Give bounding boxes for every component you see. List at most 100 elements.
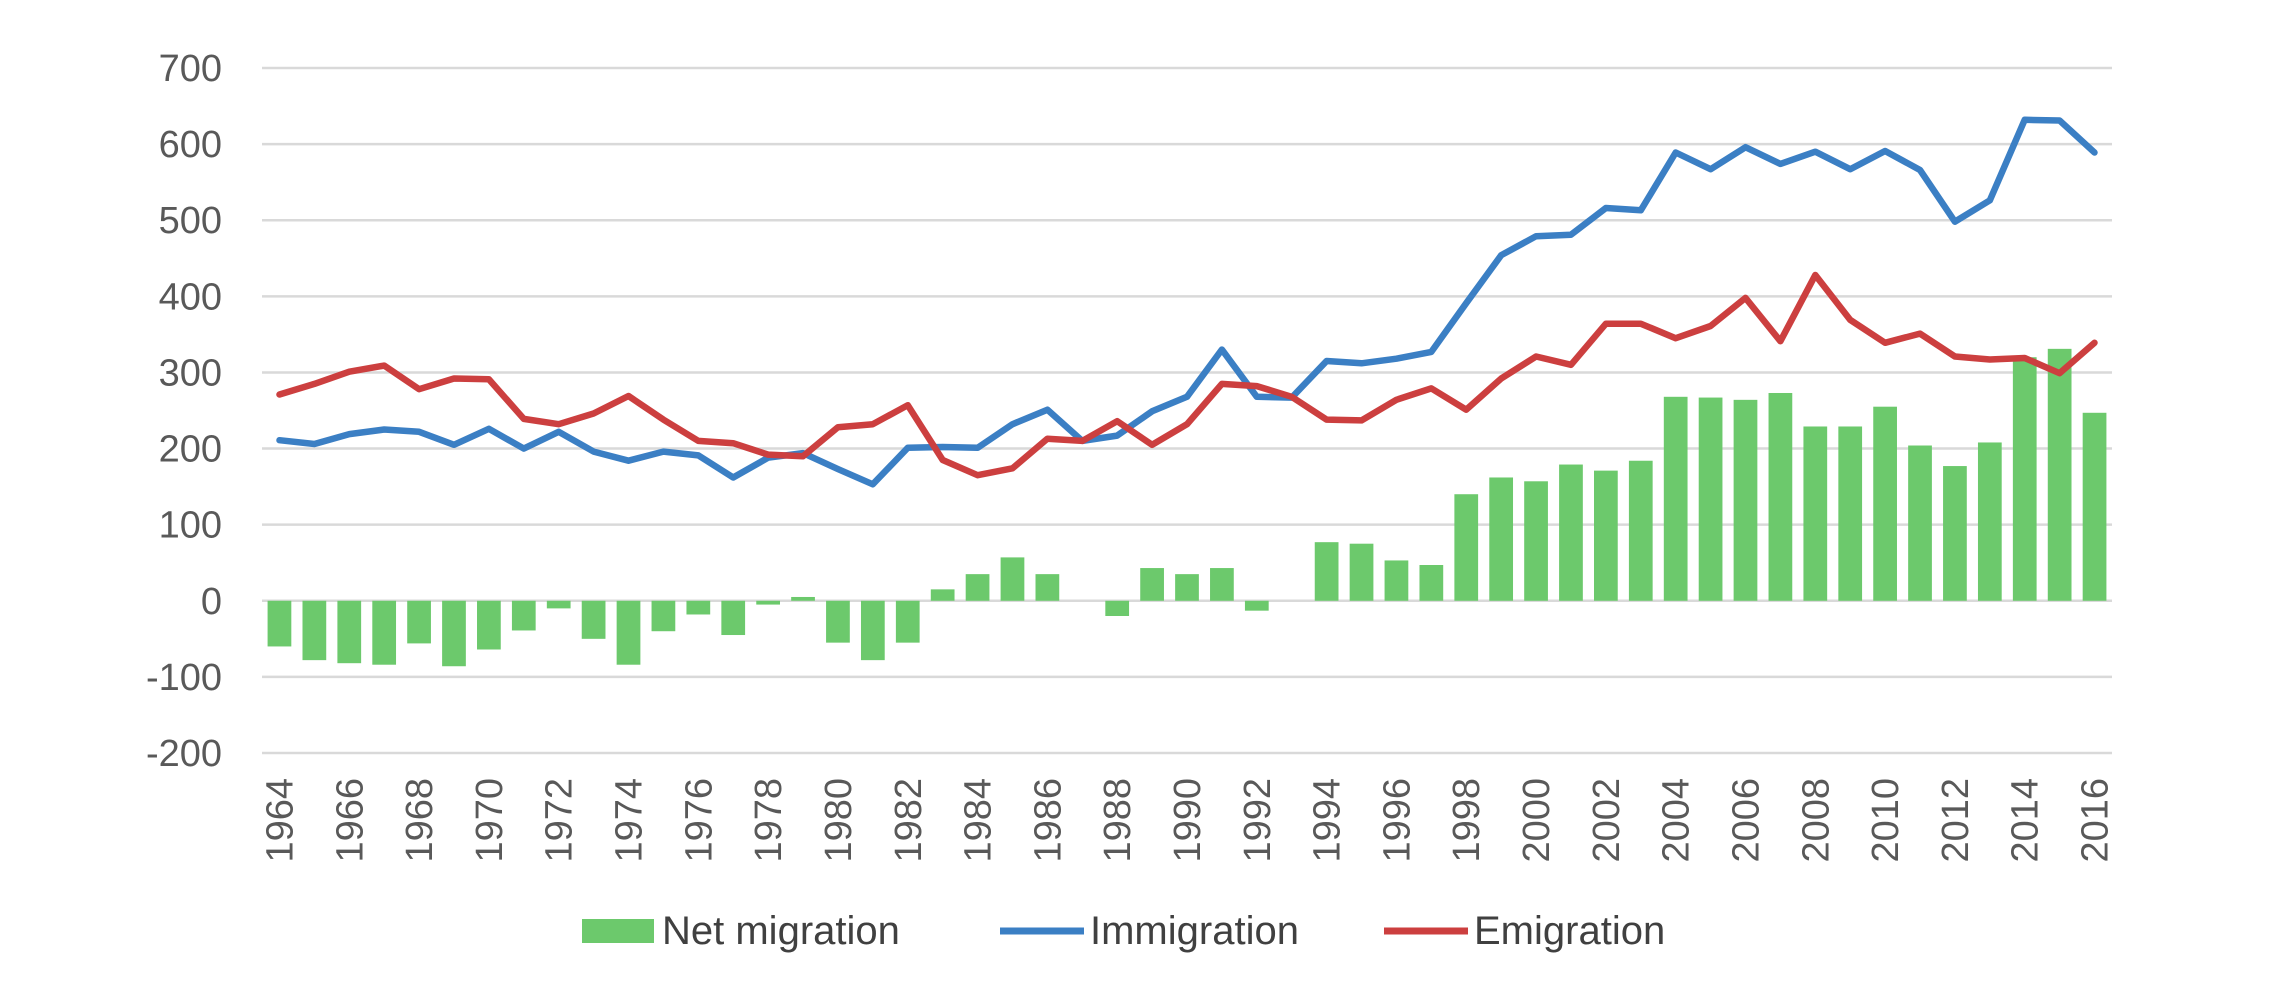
y-tick-label: 100	[159, 505, 222, 547]
net-migration-bar-1971	[511, 600, 536, 631]
y-tick-label: 500	[159, 200, 222, 242]
net-migration-bar-1978	[756, 600, 780, 605]
net-migration-bar-2008	[1803, 426, 1828, 601]
net-migration-bar-2001	[1559, 464, 1583, 601]
net-migration-bar-1966	[337, 600, 362, 664]
x-tick-label: 2012	[1935, 778, 1977, 863]
net-migration-bar-2011	[1908, 445, 1932, 601]
y-axis-tick-labels: -200 -100 0 100 200 300 400 500 600 700	[146, 48, 222, 775]
net-migration-bar-1997	[1419, 565, 1444, 601]
net-migration-bar-1969	[442, 600, 466, 667]
net-migration-bar-2007	[1768, 392, 1793, 601]
immigration-line	[276, 116, 2098, 488]
x-tick-label: 2016	[2075, 778, 2117, 863]
net-migration-bar-1970	[477, 600, 501, 650]
gridlines	[262, 66, 2112, 755]
net-migration-bar-1967	[372, 600, 397, 665]
net-migration-bar-2002	[1594, 470, 1618, 601]
x-tick-label: 2008	[1795, 778, 1837, 863]
x-tick-label: 1998	[1446, 778, 1488, 863]
x-tick-label: 1992	[1237, 778, 1279, 863]
x-tick-label: 1974	[609, 778, 651, 863]
net-migration-bar-1984	[965, 574, 990, 601]
net-migration-bar-2013	[1977, 442, 2002, 601]
net-migration-bar-1973	[581, 600, 606, 639]
net-migration-bar-1990	[1175, 574, 1199, 601]
x-tick-label: 2002	[1586, 778, 1628, 863]
net-migration-bar-1985	[1000, 557, 1025, 601]
net-migration-bars	[267, 348, 2107, 667]
net-migration-bar-2006	[1733, 399, 1758, 601]
y-tick-label: 300	[159, 352, 222, 394]
net-migration-bar-2009	[1838, 426, 1863, 601]
legend: Net migration Immigration Emigration	[582, 909, 1665, 953]
net-migration-bar-1975	[651, 600, 676, 632]
x-tick-label: 1994	[1307, 778, 1349, 863]
x-tick-label: 2000	[1516, 778, 1558, 863]
x-tick-label: 2006	[1725, 778, 1767, 863]
x-tick-label: 1970	[469, 778, 511, 863]
net-migration-bar-1986	[1035, 574, 1060, 601]
net-migration-bar-1996	[1384, 560, 1409, 601]
y-tick-label: 400	[159, 276, 222, 318]
net-migration-bar-1972	[546, 600, 571, 609]
net-migration-bar-2010	[1873, 406, 1897, 601]
net-migration-bar-2003	[1628, 460, 1653, 601]
net-migration-bar-1976	[686, 600, 711, 615]
net-migration-bar-2014	[2012, 357, 2037, 601]
x-tick-label: 1980	[818, 778, 860, 863]
net-migration-bar-1983	[930, 589, 955, 601]
line-series	[276, 116, 2098, 488]
x-tick-label: 2010	[1865, 778, 1907, 863]
net-migration-bar-1995	[1349, 543, 1374, 601]
x-tick-label: 1976	[678, 778, 720, 863]
legend-label-net-migration: Net migration	[662, 909, 900, 953]
x-tick-label: 1996	[1376, 778, 1418, 863]
net-migration-bar-1964	[267, 600, 292, 647]
net-migration-bar-1992	[1244, 600, 1269, 611]
net-migration-bar-1977	[721, 600, 746, 636]
x-tick-label: 1982	[888, 778, 930, 863]
x-tick-label: 1988	[1097, 778, 1139, 863]
x-tick-label: 1990	[1167, 778, 1209, 863]
x-tick-label: 2004	[1656, 778, 1698, 863]
legend-swatch-net-migration	[582, 919, 654, 943]
net-migration-bar-1968	[407, 600, 431, 644]
y-tick-label: -200	[146, 733, 222, 775]
x-tick-label: 2014	[2005, 778, 2047, 863]
x-tick-label: 1964	[259, 778, 301, 863]
net-migration-bar-2000	[1524, 481, 1548, 601]
y-tick-label: 700	[159, 48, 222, 90]
y-tick-label: 0	[201, 581, 222, 623]
net-migration-bar-2004	[1663, 396, 1688, 601]
x-tick-label: 1966	[329, 778, 371, 863]
net-migration-bar-1989	[1140, 568, 1164, 601]
net-migration-bar-1999	[1489, 477, 1514, 601]
net-migration-bar-1979	[791, 596, 815, 601]
legend-label-emigration: Emigration	[1474, 909, 1665, 953]
legend-label-immigration: Immigration	[1090, 909, 1299, 953]
x-tick-label: 1986	[1027, 778, 1069, 863]
y-tick-label: 200	[159, 429, 222, 471]
net-migration-bar-2015	[2047, 348, 2072, 601]
x-tick-label: 1968	[399, 778, 441, 863]
net-migration-bar-1991	[1210, 568, 1234, 601]
net-migration-bar-1980	[826, 600, 850, 643]
net-migration-bar-2016	[2082, 412, 2107, 601]
net-migration-bar-1965	[302, 600, 327, 661]
x-tick-label: 1984	[958, 778, 1000, 863]
net-migration-bar-1988	[1105, 600, 1130, 616]
emigration-line	[276, 271, 2098, 479]
net-migration-bar-1994	[1314, 542, 1339, 601]
y-tick-label: -100	[146, 657, 222, 699]
x-tick-label: 1978	[748, 778, 790, 863]
net-migration-bar-1981	[860, 600, 885, 661]
y-tick-label: 600	[159, 124, 222, 166]
net-migration-bar-1998	[1454, 494, 1479, 601]
net-migration-bar-2012	[1943, 466, 1967, 601]
x-axis-tick-labels: 1964 1966 1968 1970 1972 1974 1976 1978 1980 1982…	[259, 778, 2116, 863]
net-migration-bar-1982	[895, 600, 920, 643]
net-migration-bar-1974	[616, 600, 641, 665]
x-tick-label: 1972	[539, 778, 581, 863]
